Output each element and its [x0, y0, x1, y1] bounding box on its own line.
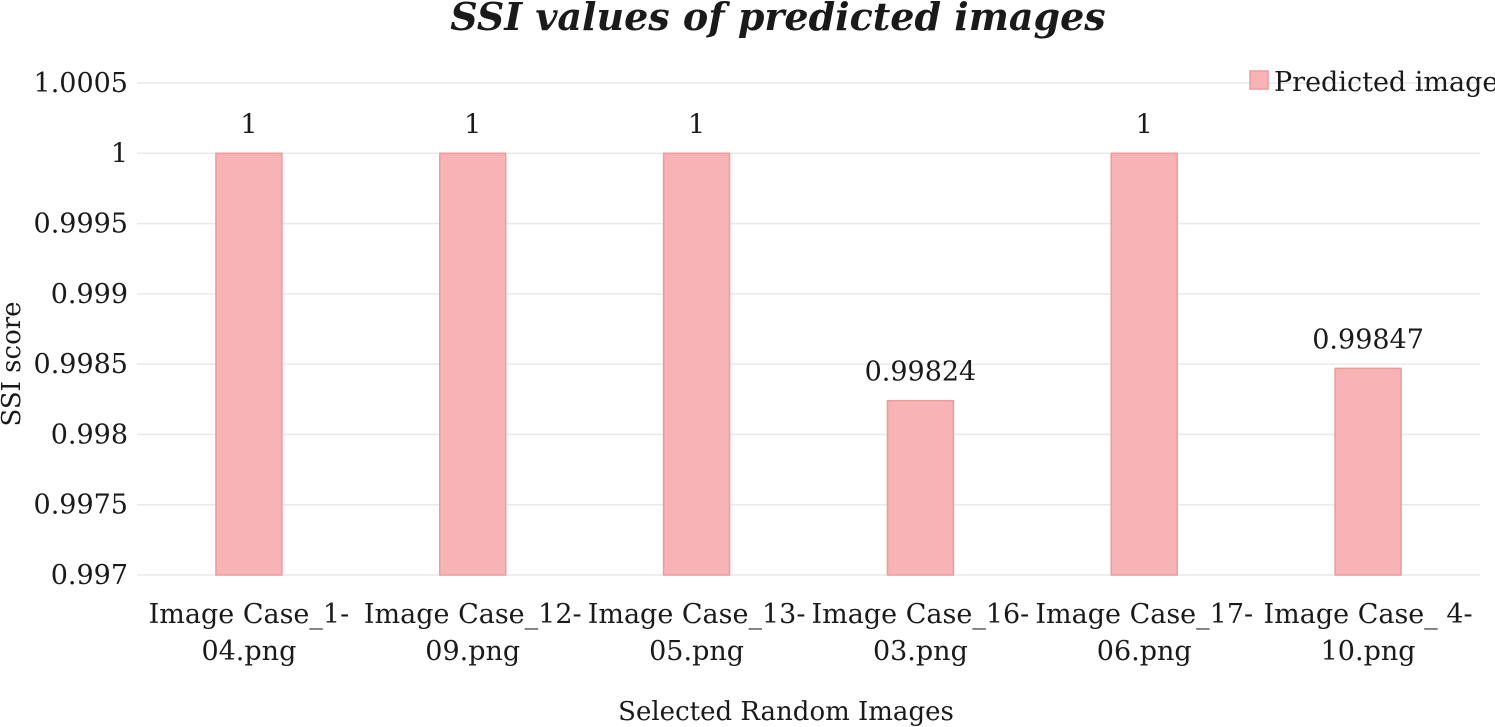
- x-tick-label: Image Case_13-05.png: [588, 599, 806, 667]
- bar: [1334, 367, 1402, 576]
- x-tick-label: Image Case_17-06.png: [1035, 599, 1253, 667]
- data-label: 1: [240, 109, 257, 140]
- y-tick-label: 1: [111, 138, 128, 169]
- x-tick-label: Image Case_16-03.png: [812, 599, 1030, 667]
- bars: [215, 152, 1402, 576]
- bar: [439, 152, 507, 576]
- x-tick-label: Image Case_1-04.png: [149, 599, 350, 667]
- legend-label: Predicted image: [1274, 67, 1495, 98]
- y-tick-label: 0.9975: [34, 490, 128, 521]
- data-labels: 1 1 1 0.99824 1 0.99847: [240, 109, 1424, 387]
- bar: [215, 152, 283, 576]
- data-label: 1: [464, 109, 481, 140]
- x-tick-label: Image Case_ 4-10.png: [1263, 599, 1472, 667]
- bar: [886, 399, 955, 576]
- x-axis-label: Selected Random Images: [618, 697, 954, 727]
- bar: [662, 152, 731, 576]
- y-tick-label: 0.9995: [34, 209, 128, 240]
- y-tick-label: 0.998: [51, 419, 128, 450]
- data-label: 1: [688, 109, 705, 140]
- chart-title: SSI values of predicted images: [450, 0, 1105, 39]
- y-axis-label: SSI score: [0, 301, 27, 426]
- y-tick-label: 0.9985: [34, 349, 128, 380]
- x-tick-label: Image Case_12-09.png: [364, 599, 582, 667]
- data-label: 1: [1136, 109, 1153, 140]
- data-label: 0.99824: [865, 357, 977, 388]
- bar: [1110, 152, 1178, 576]
- y-axis-ticks: 0.997 0.9975 0.998 0.9985 0.999 0.9995 1 1.0005: [34, 68, 128, 591]
- legend-swatch: [1249, 70, 1269, 90]
- y-tick-label: 0.999: [51, 279, 128, 310]
- gridlines: [137, 82, 1480, 576]
- data-label: 0.99847: [1312, 324, 1424, 355]
- y-tick-label: 0.997: [51, 560, 128, 591]
- y-tick-label: 1.0005: [34, 68, 128, 99]
- legend: Predicted image: [1249, 67, 1495, 98]
